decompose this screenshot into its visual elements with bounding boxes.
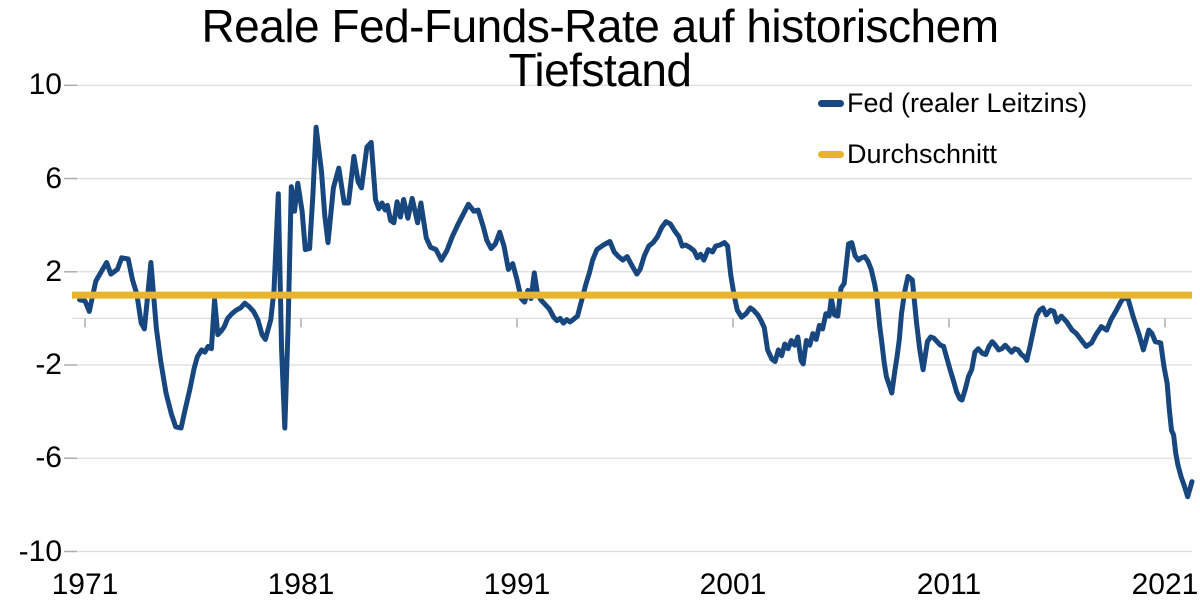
y-axis-label: -10 xyxy=(18,534,62,568)
x-axis-label: 1991 xyxy=(483,568,551,601)
chart-title: Reale Fed-Funds-Rate auf historischem Ti… xyxy=(0,0,1200,96)
x-axis-label: 1981 xyxy=(267,568,335,601)
x-axis-label: 2011 xyxy=(916,568,982,601)
fed-real-rate-line xyxy=(77,124,1195,500)
x-axis-label: 2001 xyxy=(699,568,767,601)
x-axis-label: 1971 xyxy=(51,568,119,601)
y-axis-label: 2 xyxy=(45,254,62,288)
legend: Fed (realer Leitzins) Durchschnitt xyxy=(818,86,1087,188)
y-axis-label: -2 xyxy=(35,348,62,382)
y-axis-label: -6 xyxy=(35,441,62,475)
fed-line-marker-icon xyxy=(818,99,844,107)
average-line-marker-icon xyxy=(818,150,844,158)
x-axis-label: 2021 xyxy=(1131,568,1199,601)
legend-label-average: Durchschnitt xyxy=(847,138,998,169)
legend-label-fed: Fed (realer Leitzins) xyxy=(847,87,1088,118)
y-axis-label: 10 xyxy=(28,68,62,102)
legend-item-average: Durchschnitt xyxy=(818,137,1087,171)
chart-title-line-1: Reale Fed-Funds-Rate auf historischem xyxy=(201,0,999,52)
y-axis-label: 6 xyxy=(45,161,62,195)
chart-title-line-2: Tiefstand xyxy=(508,44,692,96)
legend-item-fed: Fed (realer Leitzins) xyxy=(818,86,1087,120)
